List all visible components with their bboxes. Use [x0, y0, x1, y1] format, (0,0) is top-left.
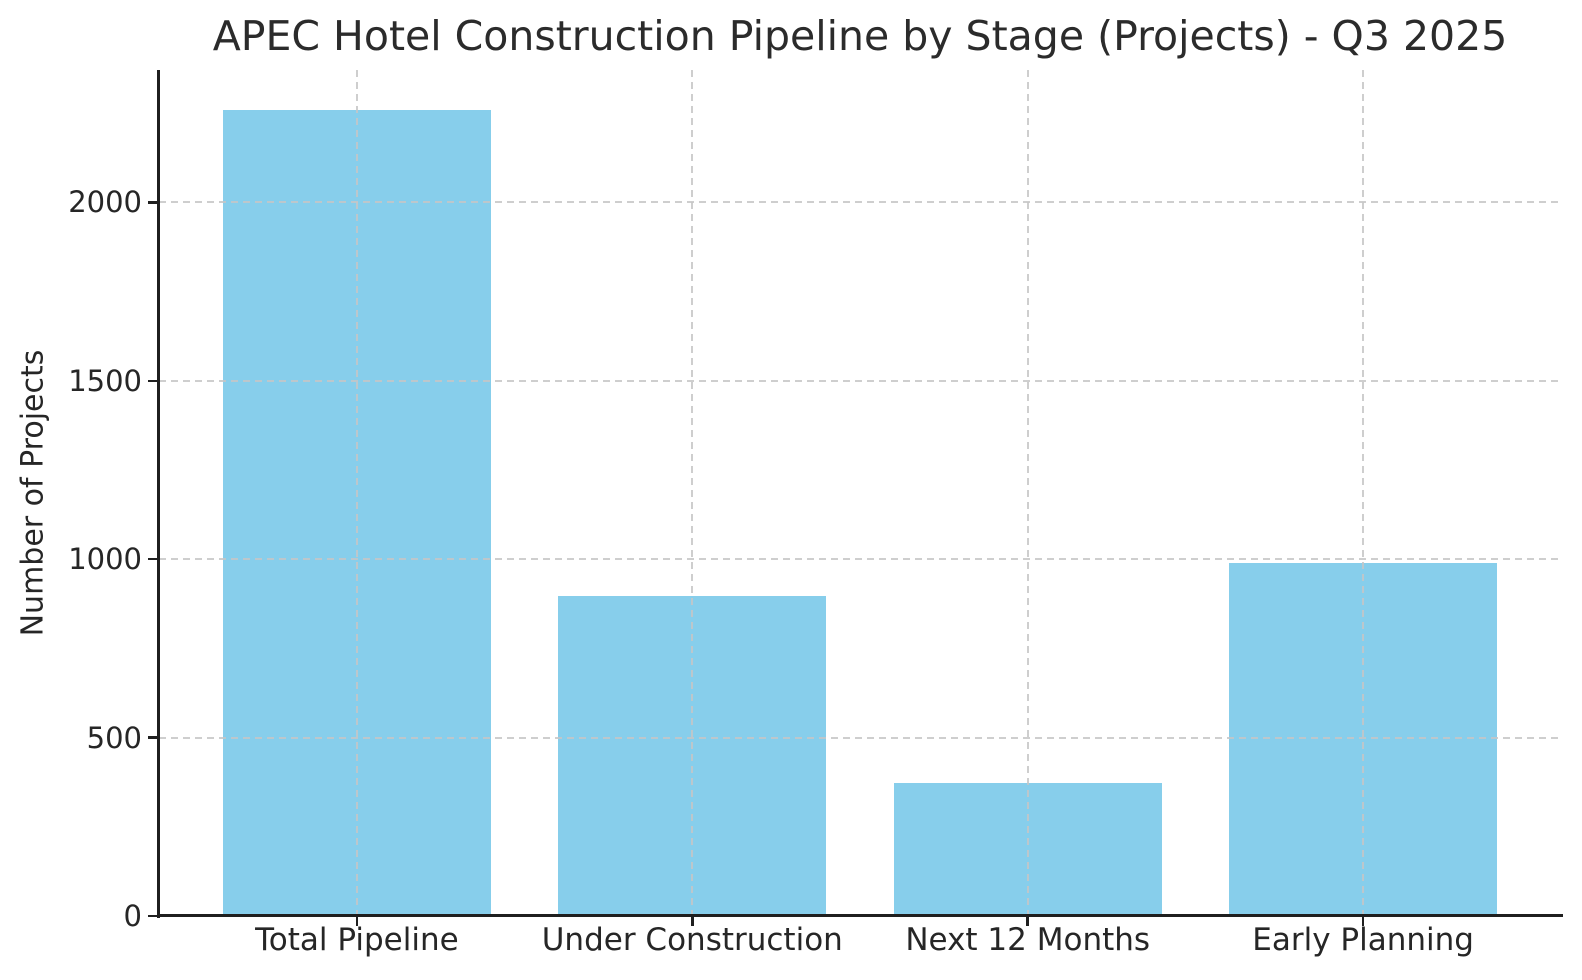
y-tick-mark-0	[148, 914, 158, 918]
x-tick-mark-total-pipeline	[355, 916, 359, 926]
y-tick-label-0: 0	[123, 899, 142, 933]
gridline-horizontal-500	[159, 736, 1561, 739]
x-tick-mark-next-12-months	[1026, 916, 1029, 926]
gridline-vertical-under-construction	[691, 70, 694, 916]
chart-title: APEC Hotel Construction Pipeline by Stag…	[212, 12, 1508, 60]
y-tick-label-500: 500	[86, 720, 142, 755]
x-tick-mark-early-planning	[1361, 916, 1365, 926]
y-tick-mark-1000	[148, 557, 158, 561]
x-tick-mark-under-construction	[691, 916, 694, 926]
y-tick-mark-1500	[148, 379, 158, 383]
y-tick-label-1500: 1500	[68, 363, 142, 398]
plot-area	[159, 70, 1561, 916]
gridline-vertical-total-pipeline	[355, 70, 358, 916]
y-tick-mark-500	[148, 736, 158, 739]
y-tick-mark-2000	[148, 201, 158, 204]
x-tick-label-next-12-months: Next 12 Months	[905, 922, 1151, 958]
x-tick-label-total-pipeline: Total Pipeline	[255, 922, 459, 958]
y-axis-spine	[157, 70, 160, 918]
gridline-horizontal-1500	[159, 379, 1561, 382]
gridline-horizontal-2000	[159, 201, 1561, 204]
x-tick-label-early-planning: Early Planning	[1252, 922, 1474, 958]
y-tick-label-1000: 1000	[68, 542, 142, 577]
gridline-vertical-next-12-months	[1026, 70, 1029, 916]
x-tick-label-under-construction: Under Construction	[541, 922, 843, 958]
gridline-vertical-early-planning	[1362, 70, 1365, 916]
y-tick-label-2000: 2000	[68, 185, 142, 220]
gridline-horizontal-1000	[159, 558, 1561, 561]
x-axis-spine	[157, 914, 1563, 917]
